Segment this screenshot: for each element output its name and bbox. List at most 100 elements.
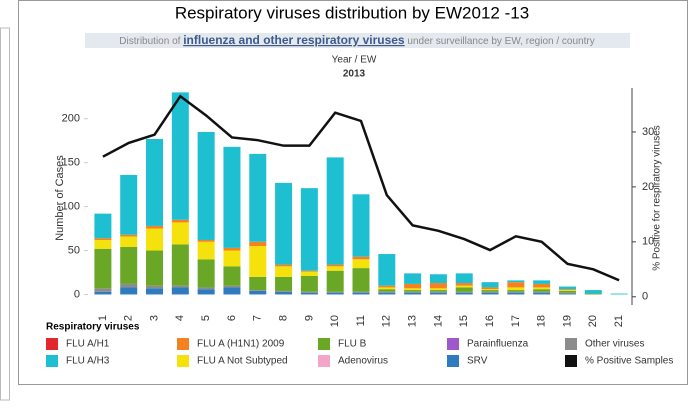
bar-segment <box>326 292 344 295</box>
x-tick-label: 20 <box>587 315 599 327</box>
y-tick-label: 100 <box>62 201 80 213</box>
bar-segment <box>94 239 112 249</box>
bar-segment <box>146 288 164 295</box>
bar-segment <box>146 250 164 286</box>
bar-segment <box>378 292 396 295</box>
bar-segment <box>378 287 396 290</box>
legend-swatch <box>565 338 577 350</box>
bar-segment <box>352 291 370 293</box>
bar-segment <box>249 290 267 291</box>
bar-segment <box>249 290 267 295</box>
x-tick-label: 3 <box>148 315 160 321</box>
legend-label: % Positive Samples <box>585 356 673 367</box>
bar-segment <box>249 153 267 242</box>
bar-segment <box>300 270 318 272</box>
bar-segment <box>352 259 370 269</box>
bar-segment <box>455 273 473 284</box>
x-tick-label: 6 <box>226 315 238 321</box>
bar-segment <box>300 271 318 277</box>
bar-segment <box>249 246 267 277</box>
y2-tick-label: 30 <box>642 126 654 138</box>
y2-tick-label: 10 <box>642 236 654 248</box>
sidebar <box>0 27 10 401</box>
bar-segment <box>300 276 318 292</box>
x-tick-label: 2 <box>123 315 135 321</box>
legend-swatch <box>447 338 459 350</box>
legend-label: FLU A (H1N1) 2009 <box>197 339 285 350</box>
subtitle: Distribution of influenza and other resp… <box>119 33 594 47</box>
bar-segment <box>429 292 447 295</box>
bar-segment <box>249 241 267 247</box>
bar-segment <box>171 92 189 220</box>
legend-swatch <box>318 338 330 350</box>
bar-segment <box>223 247 241 251</box>
bar-segment <box>481 287 499 290</box>
bar-segment <box>558 292 576 294</box>
bar-segment <box>223 285 241 288</box>
bar-segment <box>120 174 138 235</box>
bar-segment <box>197 131 215 240</box>
bar-segment <box>404 290 422 292</box>
bar-segment <box>223 266 241 286</box>
bar-segment <box>455 283 473 286</box>
bar-segment <box>507 291 525 293</box>
bar-segment <box>378 289 396 292</box>
x-tick-label: 17 <box>510 315 522 327</box>
bar-segment <box>326 270 344 292</box>
bar-segment <box>429 283 447 289</box>
bar-segment <box>558 290 576 293</box>
bar-segment <box>275 264 293 267</box>
x-tick-label: 10 <box>329 315 341 327</box>
bar-segment <box>171 287 189 295</box>
x-tick-label: 11 <box>355 315 367 326</box>
y2-axis-title: % Positive for respiratory viruses <box>652 125 663 271</box>
bar-segment <box>610 293 628 295</box>
legend-label: FLU A/H1 <box>66 339 110 350</box>
bar-segment <box>197 239 215 242</box>
bar-segment <box>352 292 370 295</box>
legend-swatch <box>46 338 58 350</box>
x-group: 2013 <box>343 69 366 80</box>
bar-segment <box>146 138 164 226</box>
bar-segment <box>120 287 138 295</box>
bar-segment <box>558 286 576 290</box>
bar-segment <box>326 291 344 293</box>
bar-segment <box>326 266 344 271</box>
bar-segment <box>533 283 551 288</box>
bar-segment <box>429 290 447 292</box>
legend-label: FLU A/H3 <box>66 356 110 367</box>
bar-segment <box>455 287 473 292</box>
bar-segment <box>171 244 189 286</box>
legend-label: FLU A Not Subtyped <box>197 356 288 367</box>
bar-segment <box>507 282 525 288</box>
y-tick-label: 150 <box>62 157 80 169</box>
x-tick-label: 15 <box>458 315 470 327</box>
bar-segment <box>378 254 396 286</box>
y2-tick-label: 0 <box>642 291 648 303</box>
bar-segment <box>404 273 422 284</box>
bar-segment <box>533 291 551 293</box>
bar-segment <box>455 291 473 293</box>
bar-segment <box>275 182 293 265</box>
bar-segment <box>558 289 576 291</box>
legend-label: Other viruses <box>585 339 644 350</box>
x-tick-label: 16 <box>484 315 496 327</box>
bar-segment <box>429 288 447 291</box>
line <box>102 94 620 282</box>
bar-segment <box>171 219 189 223</box>
bar-segment <box>223 146 241 248</box>
bar-segment <box>120 234 138 237</box>
bar-segment <box>404 292 422 295</box>
legend-label: FLU B <box>338 339 367 350</box>
x-tick-label: 9 <box>303 315 315 321</box>
subtitle-link[interactable]: influenza and other respiratory viruses <box>183 33 405 47</box>
x-tick-label: 18 <box>536 315 548 327</box>
bar-segment <box>507 290 525 292</box>
bar-segment <box>507 292 525 295</box>
bar-segment <box>197 241 215 260</box>
bar-segment <box>146 285 164 289</box>
bar-segment <box>584 293 602 295</box>
bar-segment <box>378 291 396 293</box>
x-tick-label: 12 <box>381 315 393 327</box>
x-tick-label: 13 <box>407 315 419 327</box>
